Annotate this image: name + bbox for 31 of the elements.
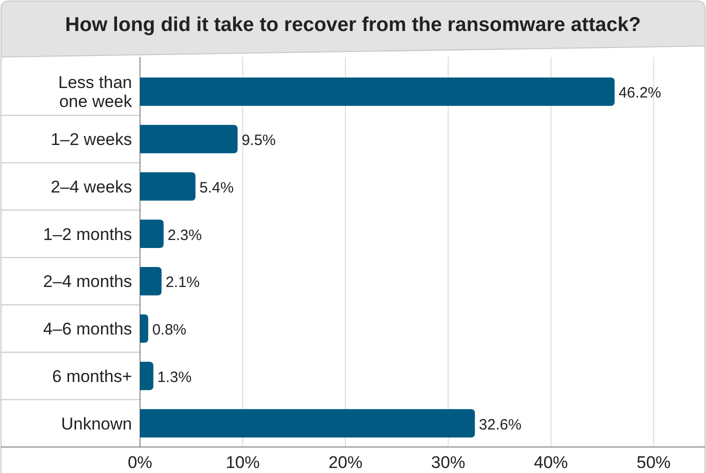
x-tick-label: 40% <box>534 453 568 472</box>
data-label: 1.3% <box>157 368 192 386</box>
data-label: 2.3% <box>168 226 202 244</box>
x-tick-label: 50% <box>636 453 671 472</box>
data-label: 9.5% <box>242 132 276 150</box>
bar <box>140 172 196 201</box>
chart-title: How long did it take to recover from the ransomware attack? <box>65 14 641 36</box>
bar <box>140 124 238 154</box>
bar <box>140 409 475 438</box>
x-tick-label: 30% <box>431 453 466 472</box>
data-label: 0.8% <box>152 322 186 339</box>
data-label: 2.1% <box>166 274 200 292</box>
y-tick-label: 1–2 months <box>43 224 132 244</box>
bar <box>140 362 154 390</box>
y-tick-label: 2–4 weeks <box>50 177 132 196</box>
y-tick-label: Unknown <box>61 414 132 434</box>
x-tick-label: 20% <box>328 453 362 472</box>
bar <box>140 77 615 106</box>
y-tick-label: 6 months+ <box>52 366 132 386</box>
data-label: 32.6% <box>478 416 522 434</box>
bar <box>140 220 164 248</box>
bar <box>140 314 148 343</box>
data-label: 5.4% <box>199 179 234 196</box>
x-tick-label: 10% <box>226 453 260 472</box>
bar <box>140 266 162 296</box>
y-tick-label: 2–4 months <box>43 272 132 292</box>
y-tick-label: 1–2 weeks <box>50 130 132 150</box>
y-tick-label: Less than one week <box>58 73 132 112</box>
data-label: 46.2% <box>618 84 662 102</box>
y-tick-label: 4–6 months <box>43 320 132 339</box>
x-tick-label: 0% <box>128 453 152 472</box>
